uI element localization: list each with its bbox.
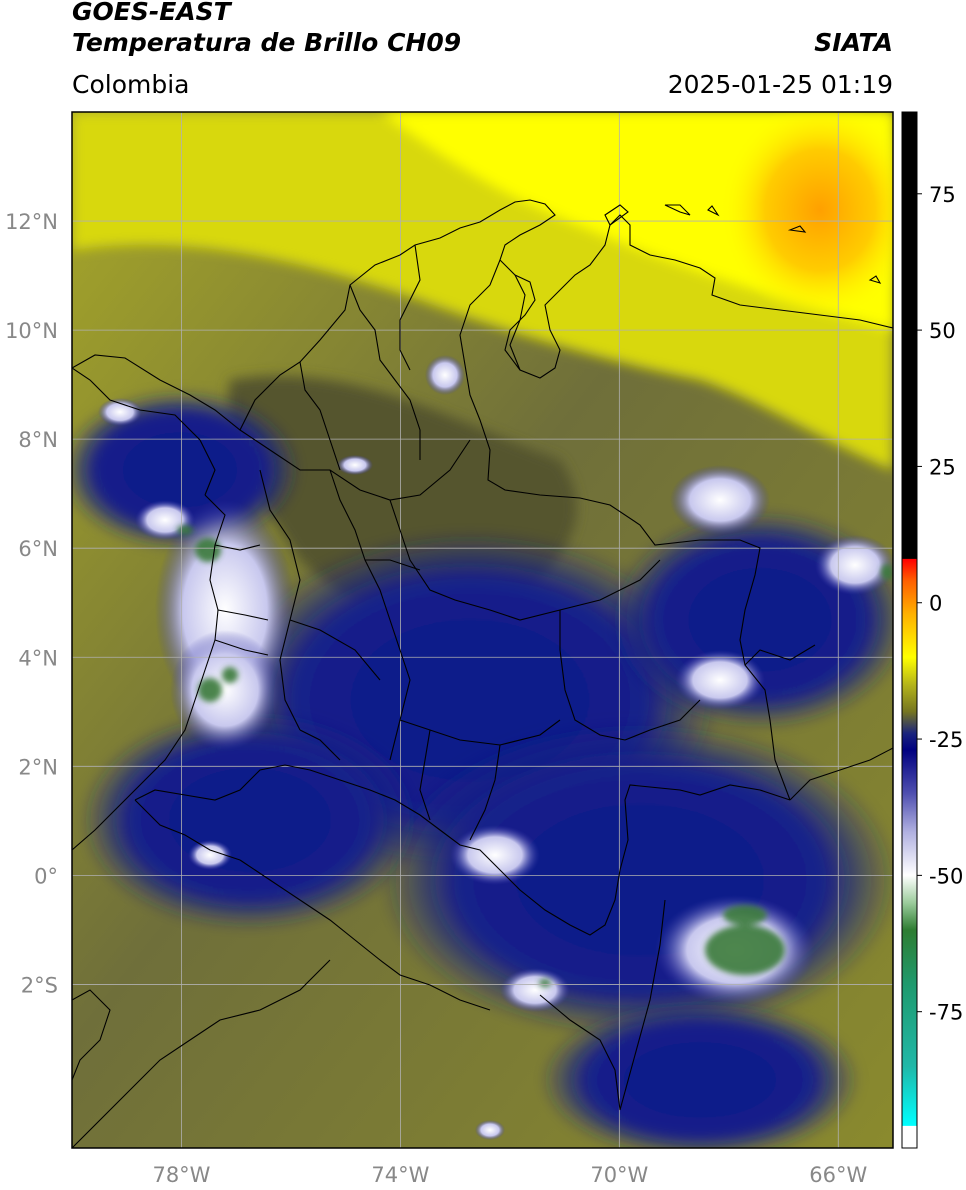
colorbar-tick-label: 0 [929,592,942,616]
timestamp-label: 2025-01-25 01:19 [667,70,893,99]
lat-tick-label: 12°N [5,210,58,234]
lat-tick-label: 6°N [18,537,58,561]
colorbar-frame [901,111,918,1149]
lon-tick-label: 70°W [590,1163,648,1187]
lon-tick-label: 66°W [809,1163,867,1187]
colorbar-gradient [902,112,917,1148]
colorbar-tick-label: -25 [929,728,963,752]
lat-tick-label: 4°N [18,646,58,670]
colorbar-tick-label: 75 [929,183,956,207]
country-borders [72,199,893,1148]
satellite-title: GOES-EAST [72,0,231,26]
colorbar-tick-label: 25 [929,455,956,479]
organization-label: SIATA [814,28,893,57]
lon-tick-label: 74°W [371,1163,429,1187]
map-frame [71,111,894,1149]
latitude-tick-labels: 12°N 10°N 8°N 6°N 4°N 2°N 0° 2°S [5,210,58,997]
satellite-image [72,112,893,1148]
lat-tick-label: 2°S [21,973,58,997]
lat-tick-label: 8°N [18,428,58,452]
lon-tick-label: 78°W [152,1163,210,1187]
product-title: Temperatura de Brillo CH09 [72,28,462,57]
longitude-tick-labels: 78°W 74°W 70°W 66°W [152,1163,867,1187]
lat-tick-label: 10°N [5,319,58,343]
lat-tick-label: 2°N [18,755,58,779]
colorbar: 75 50 25 0 -25 -50 -75 [901,111,963,1149]
colorbar-tick-label: -75 [929,1001,963,1025]
colorbar-tick-labels: 75 50 25 0 -25 -50 -75 [917,183,963,1025]
colorbar-tick-label: 50 [929,319,956,343]
region-label: Colombia [72,70,190,99]
colorbar-tick-label: -50 [929,864,963,888]
lat-tick-label: 0° [34,864,58,888]
